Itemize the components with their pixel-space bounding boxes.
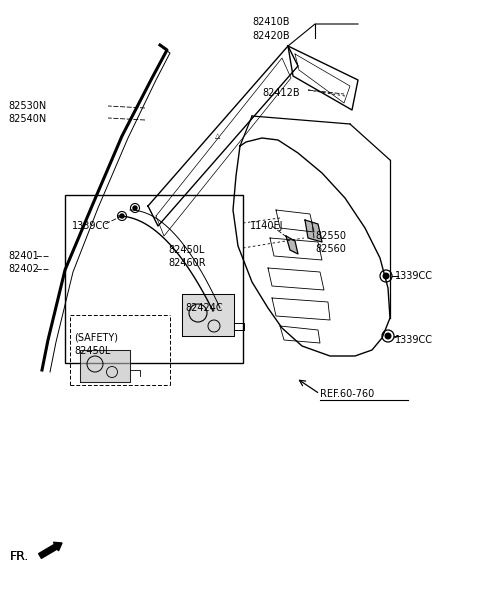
Text: 82401: 82401	[8, 251, 39, 261]
Text: (SAFETY): (SAFETY)	[74, 333, 118, 343]
Text: 82420B: 82420B	[252, 31, 289, 41]
Circle shape	[120, 214, 124, 218]
Circle shape	[133, 206, 137, 210]
Text: 82412B: 82412B	[262, 88, 300, 98]
Text: 82560: 82560	[315, 244, 346, 254]
Text: 1140EJ: 1140EJ	[250, 221, 284, 231]
Bar	[65, 195, 243, 363]
Text: FR.: FR.	[10, 550, 29, 563]
Text: REF.60-760: REF.60-760	[320, 389, 374, 399]
Text: 82550: 82550	[315, 231, 346, 241]
Polygon shape	[80, 350, 130, 382]
Circle shape	[383, 273, 389, 279]
Text: 82424C: 82424C	[185, 303, 223, 313]
Text: 1339CC: 1339CC	[72, 221, 110, 231]
Text: 82460R: 82460R	[168, 258, 205, 268]
Text: 82530N: 82530N	[8, 101, 46, 111]
FancyArrow shape	[38, 542, 62, 559]
Polygon shape	[305, 220, 322, 242]
Polygon shape	[182, 294, 234, 336]
Text: FR.: FR.	[10, 550, 29, 563]
Text: 1339CC: 1339CC	[395, 335, 433, 345]
Text: 82450L: 82450L	[168, 245, 204, 255]
Text: 82540N: 82540N	[8, 114, 46, 124]
Text: 82410B: 82410B	[252, 17, 289, 27]
Polygon shape	[286, 236, 298, 254]
Text: 82450L: 82450L	[74, 346, 110, 356]
Text: △: △	[216, 133, 221, 139]
Text: 82402: 82402	[8, 264, 39, 274]
Text: 1339CC: 1339CC	[395, 271, 433, 281]
Circle shape	[385, 333, 391, 339]
